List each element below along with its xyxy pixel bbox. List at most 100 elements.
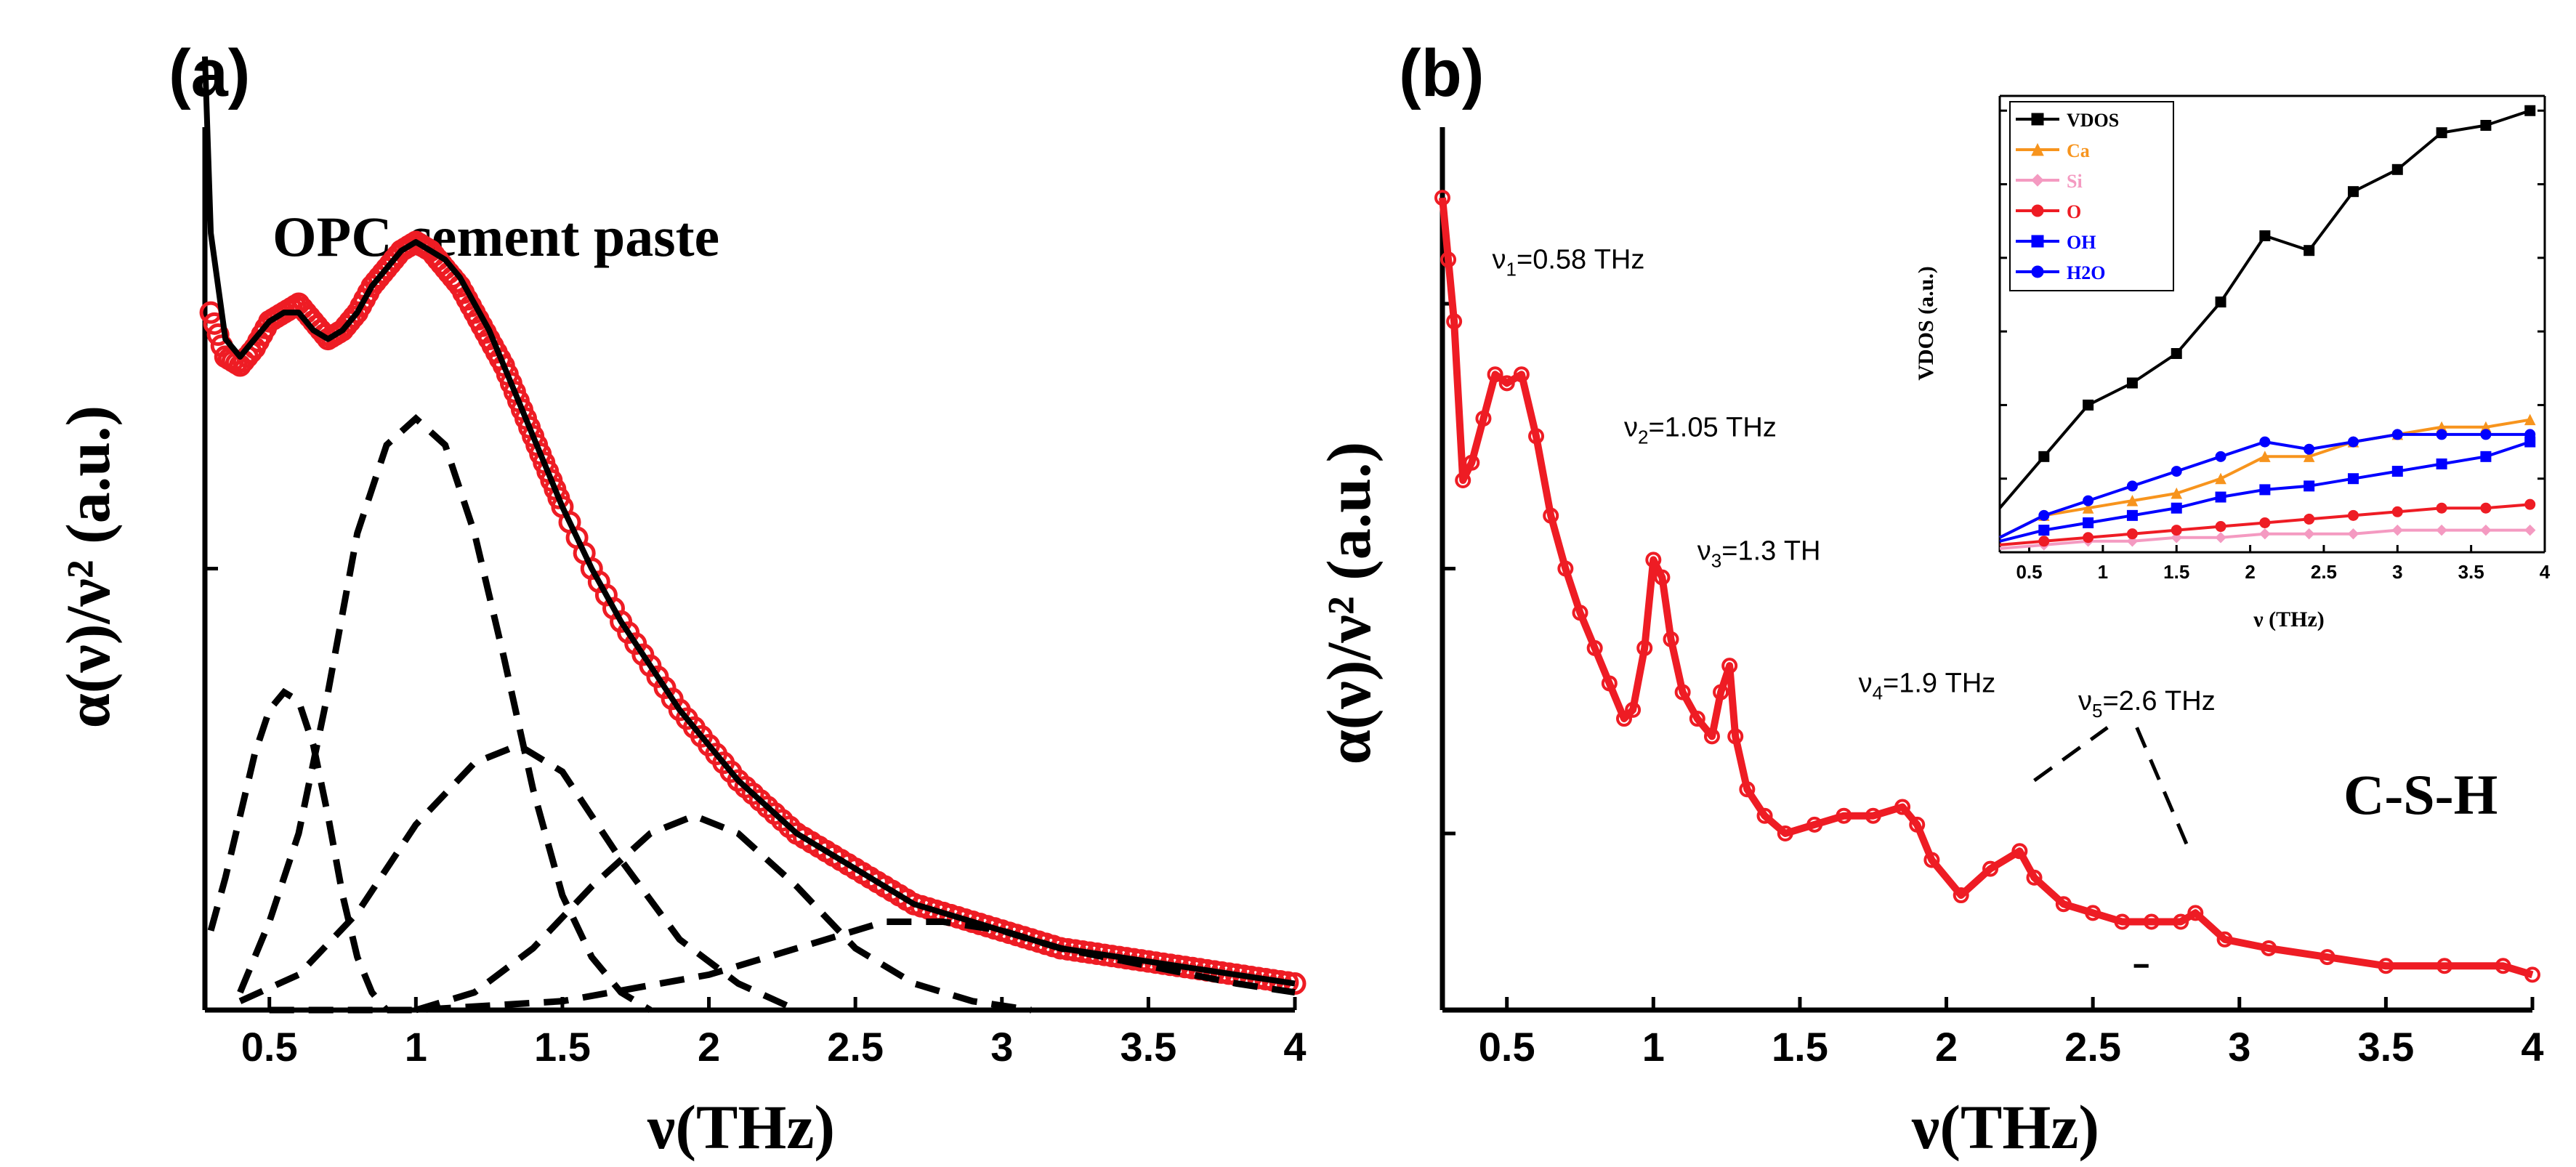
series-marker <box>2038 536 2050 547</box>
data-point <box>1674 684 1691 700</box>
peak-annotation: ν3=1.3 TH <box>1697 536 1821 571</box>
x-tick-label: 1 <box>1642 1024 1665 1070</box>
x-tick-label: 2.5 <box>2311 561 2337 583</box>
series-marker <box>2215 521 2226 533</box>
legend-label: H2O <box>2067 262 2105 283</box>
series-marker <box>2436 429 2447 440</box>
series-marker <box>2304 245 2315 257</box>
x-tick-label: 4 <box>2540 561 2551 583</box>
data-point <box>1434 190 1450 206</box>
data-point <box>1625 701 1642 718</box>
x-tick-label: 2.5 <box>2064 1024 2121 1070</box>
inset-series-5 <box>1999 429 2536 539</box>
panel-a-xlabel: ν(THz) <box>647 1092 835 1162</box>
x-tick-label: 0.5 <box>2016 561 2042 583</box>
data-point <box>2085 905 2101 921</box>
series-marker <box>2259 451 2271 462</box>
inset-series-4 <box>1999 436 2536 543</box>
series-marker <box>2038 509 2050 521</box>
series-marker <box>2524 105 2536 116</box>
series-marker <box>2303 451 2315 462</box>
series-a-3 <box>237 413 653 1013</box>
data-point <box>1616 711 1632 727</box>
data-point <box>2011 843 2028 860</box>
data-point <box>1543 507 1559 524</box>
data-point <box>1645 552 1662 568</box>
x-tick-label: 3 <box>2392 561 2402 583</box>
series-marker <box>2436 127 2447 139</box>
data-point <box>1557 560 1574 577</box>
data-point <box>2143 913 2160 930</box>
series-marker <box>2215 296 2226 308</box>
series-marker <box>2524 429 2536 440</box>
series-marker <box>2031 174 2044 187</box>
data-point <box>2495 958 2511 974</box>
panel-a-ylabel: α(ν)/ν² (a.u.) <box>53 405 123 728</box>
data-point <box>2436 958 2453 974</box>
series-marker <box>2171 525 2182 536</box>
panel-b-title: C-S-H <box>2343 763 2498 826</box>
data-point <box>1475 410 1492 427</box>
legend-label: Si <box>2067 171 2083 192</box>
legend-label: VDOS <box>2067 110 2119 131</box>
series-marker <box>2436 458 2447 469</box>
data-point <box>1703 728 1720 745</box>
peak-annotation: ν1=0.58 THz <box>1493 244 1645 280</box>
component-line <box>269 918 1296 1014</box>
x-tick-label: 3.5 <box>1120 1024 1176 1070</box>
x-tick-label: 0.5 <box>241 1024 298 1070</box>
series-marker <box>2083 517 2094 528</box>
fit-line <box>202 56 1296 987</box>
x-tick-label: 3.5 <box>2357 1024 2414 1070</box>
series-marker <box>2031 204 2044 217</box>
data-point <box>2114 913 2131 930</box>
series-marker <box>2303 528 2315 540</box>
series-marker <box>2171 487 2183 499</box>
series-marker <box>2347 473 2359 485</box>
data-point <box>1923 852 1940 868</box>
x-tick-label: 4 <box>2521 1024 2543 1070</box>
series-marker <box>2259 528 2271 540</box>
component-line <box>415 812 1032 1014</box>
series-b-0 <box>1434 190 2540 983</box>
series-a-0 <box>199 230 1307 996</box>
series-marker <box>2259 436 2271 448</box>
csh-line <box>1439 197 2534 979</box>
data-point <box>1806 816 1823 833</box>
data-point <box>1601 675 1618 692</box>
panel-b-xlabel: ν(THz) <box>1911 1092 2099 1162</box>
data-point <box>1572 605 1588 621</box>
data-point <box>1894 799 1911 815</box>
series-marker <box>2031 265 2044 278</box>
data-point <box>2319 949 2335 966</box>
data-point <box>1721 658 1738 674</box>
series-a-5 <box>415 812 1032 1014</box>
data-point <box>1440 251 1457 268</box>
component-line <box>237 413 653 1013</box>
inset-series-0 <box>1998 105 2536 509</box>
series-marker <box>2038 451 2050 462</box>
series-marker <box>2391 163 2403 175</box>
data-point <box>1865 807 1881 824</box>
data-point <box>2524 966 2540 983</box>
series-marker <box>2391 506 2403 517</box>
data-point <box>1663 631 1679 647</box>
series-marker <box>2215 472 2226 485</box>
series-marker <box>2480 502 2492 514</box>
inset-xlabel: ν (THz) <box>2253 607 2325 631</box>
panel-b-label: (b) <box>1399 36 1484 110</box>
legend-label: Ca <box>2067 140 2090 161</box>
series-a-2 <box>207 687 389 1012</box>
component-line <box>238 741 799 1014</box>
series-marker <box>2304 443 2315 455</box>
series-marker <box>2347 186 2359 198</box>
x-tick-label: 1.5 <box>1772 1024 1828 1070</box>
series-marker <box>2031 235 2044 248</box>
series-marker <box>2524 524 2536 536</box>
x-tick-label: 1.5 <box>534 1024 591 1070</box>
data-point <box>1513 366 1530 383</box>
series-marker <box>2171 502 2182 514</box>
data-point <box>1756 807 1773 824</box>
legend-label: OH <box>2067 232 2096 253</box>
data-point <box>2261 940 2277 956</box>
